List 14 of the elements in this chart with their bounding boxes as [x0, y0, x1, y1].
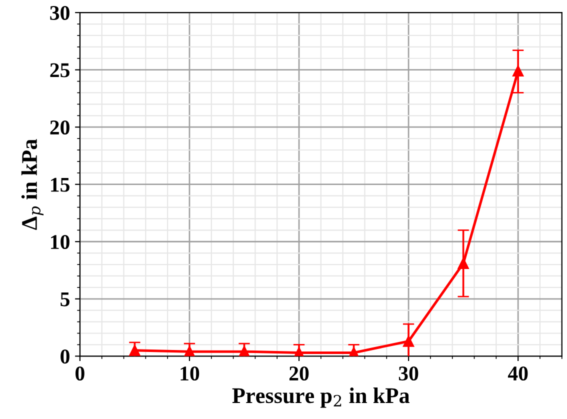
- x-tick-label: 30: [398, 366, 418, 381]
- y-tick-label: 15: [51, 178, 70, 192]
- y-axis-title: Δ$_{p}$ in kPa: [21, 139, 44, 230]
- y-tick-label: 20: [50, 120, 70, 135]
- y-tick-label: 25: [50, 63, 70, 78]
- y-tick-label: 0: [60, 350, 70, 364]
- y-tick-label: 10: [51, 234, 70, 250]
- y-tick-label: 30: [50, 6, 70, 20]
- x-axis-title: Pressure p$_{2}$ in kPa: [232, 388, 410, 408]
- x-tick-label: 10: [180, 366, 200, 381]
- x-tick-label: 20: [289, 366, 309, 381]
- y-tick-label: 5: [60, 292, 70, 306]
- x-tick-label: 40: [508, 366, 528, 381]
- x-tick-label: 0: [76, 366, 84, 381]
